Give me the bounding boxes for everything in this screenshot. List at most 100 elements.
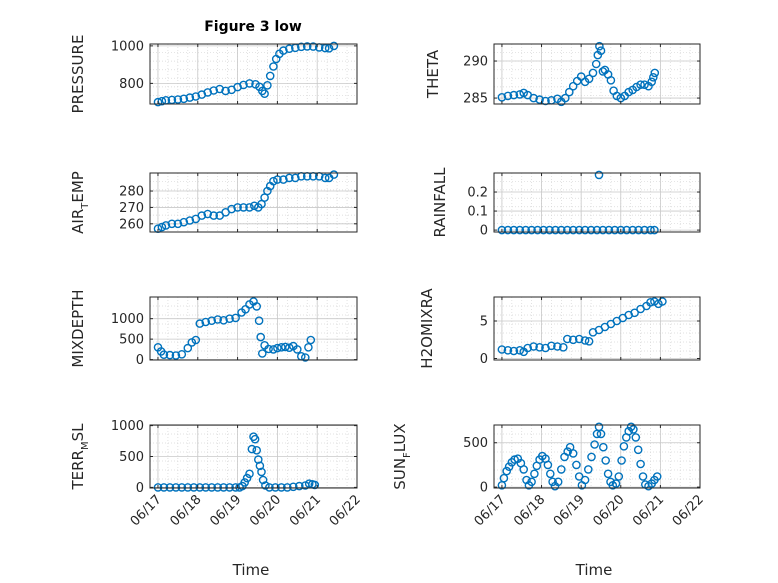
- data-point: [557, 465, 566, 474]
- data-series: [497, 422, 662, 491]
- data-point: [252, 302, 262, 311]
- data-point: [523, 343, 533, 353]
- data-series: [153, 297, 316, 362]
- y-tick-label: 500: [119, 450, 144, 465]
- data-point: [183, 483, 193, 492]
- data-point: [256, 332, 266, 342]
- y-axis-label: PRESSURE: [69, 35, 87, 114]
- data-point: [185, 216, 195, 225]
- data-point: [535, 342, 544, 352]
- data-point: [271, 483, 280, 492]
- data-point: [503, 91, 513, 101]
- data-point: [304, 479, 314, 489]
- data-point: [269, 345, 278, 354]
- data-point: [551, 225, 560, 235]
- data-point: [611, 479, 621, 488]
- data-point: [522, 475, 531, 485]
- data-point: [604, 225, 614, 235]
- data-point: [257, 467, 266, 477]
- data-point: [574, 225, 584, 235]
- data-point: [640, 80, 649, 89]
- data-point: [284, 173, 294, 183]
- x-tick-label: 06/20: [590, 492, 627, 529]
- data-point: [636, 80, 645, 89]
- data-point: [179, 94, 189, 104]
- data-point: [596, 46, 606, 56]
- data-point: [629, 425, 638, 434]
- data-point: [207, 483, 216, 492]
- subplot-mixdepth: 0 500 1000 MIXDEPTH: [69, 289, 358, 368]
- data-point: [329, 41, 339, 51]
- data-point: [157, 222, 167, 232]
- figure-title: Figure 3 low: [204, 19, 302, 35]
- data-point: [302, 42, 312, 51]
- data-point: [529, 93, 538, 103]
- plot-area: [494, 173, 700, 232]
- data-point: [171, 483, 181, 492]
- plot-area: [494, 297, 700, 360]
- data-point: [257, 349, 267, 358]
- data-point: [535, 95, 544, 104]
- data-point: [595, 41, 604, 51]
- axes-box: [493, 172, 701, 233]
- data-point: [610, 225, 620, 235]
- axes-box: [149, 296, 358, 361]
- data-point: [265, 483, 274, 492]
- x-tick-label: 06/17: [128, 492, 165, 529]
- data-point: [209, 86, 218, 95]
- data-point: [507, 457, 517, 467]
- data-point: [324, 44, 334, 53]
- y-axis-label: RAINFALL: [431, 167, 449, 238]
- data-point: [290, 173, 300, 183]
- data-point: [269, 62, 278, 71]
- data-point: [638, 472, 648, 481]
- data-point: [320, 173, 330, 183]
- data-point: [617, 456, 626, 465]
- data-point: [572, 460, 581, 470]
- y-tick-label: 0: [480, 481, 488, 496]
- data-point: [530, 469, 539, 479]
- data-point: [599, 442, 608, 452]
- data-point: [527, 225, 536, 235]
- data-point: [616, 225, 626, 235]
- subplot-pressure: 800 1000 PRESSURE: [69, 35, 358, 114]
- data-point: [233, 203, 242, 212]
- data-point: [231, 313, 240, 323]
- data-point: [633, 445, 643, 455]
- y-tick-label: 1000: [111, 39, 144, 54]
- x-tick-label: 06/18: [167, 492, 204, 529]
- data-point: [165, 483, 175, 492]
- data-point: [636, 459, 645, 469]
- data-point: [255, 461, 265, 471]
- data-point: [161, 221, 171, 230]
- data-point: [167, 219, 177, 229]
- y-tick-label: 0.1: [467, 205, 488, 220]
- axes-box: [493, 424, 701, 489]
- data-point: [647, 77, 657, 87]
- data-point: [239, 203, 248, 212]
- data-point: [213, 483, 222, 492]
- data-point: [284, 343, 294, 353]
- subplot-theta: 285 290 THETA: [424, 41, 701, 107]
- data-point: [245, 79, 254, 88]
- data-series: [497, 297, 667, 357]
- data-point: [563, 225, 572, 235]
- data-point: [584, 465, 593, 474]
- y-tick-label: 280: [119, 185, 144, 200]
- data-point: [215, 84, 224, 94]
- subplot-sun-flux: 0 500 06/17 06/18 06/19 06/20 06/21 06/22 SUNFLU…: [391, 422, 707, 529]
- data-point: [548, 477, 557, 487]
- data-point: [219, 315, 228, 325]
- data-point: [183, 343, 193, 353]
- y-tick-label: 5: [480, 315, 488, 330]
- data-point: [563, 334, 572, 344]
- y-axis-label: SUNFLUX: [391, 423, 413, 489]
- grid: [150, 425, 357, 488]
- data-point: [619, 441, 629, 451]
- y-tick-label: 0: [480, 224, 488, 239]
- data-point: [574, 334, 584, 344]
- data-point: [497, 225, 507, 235]
- data-point: [245, 469, 254, 479]
- axes-box: [149, 43, 358, 105]
